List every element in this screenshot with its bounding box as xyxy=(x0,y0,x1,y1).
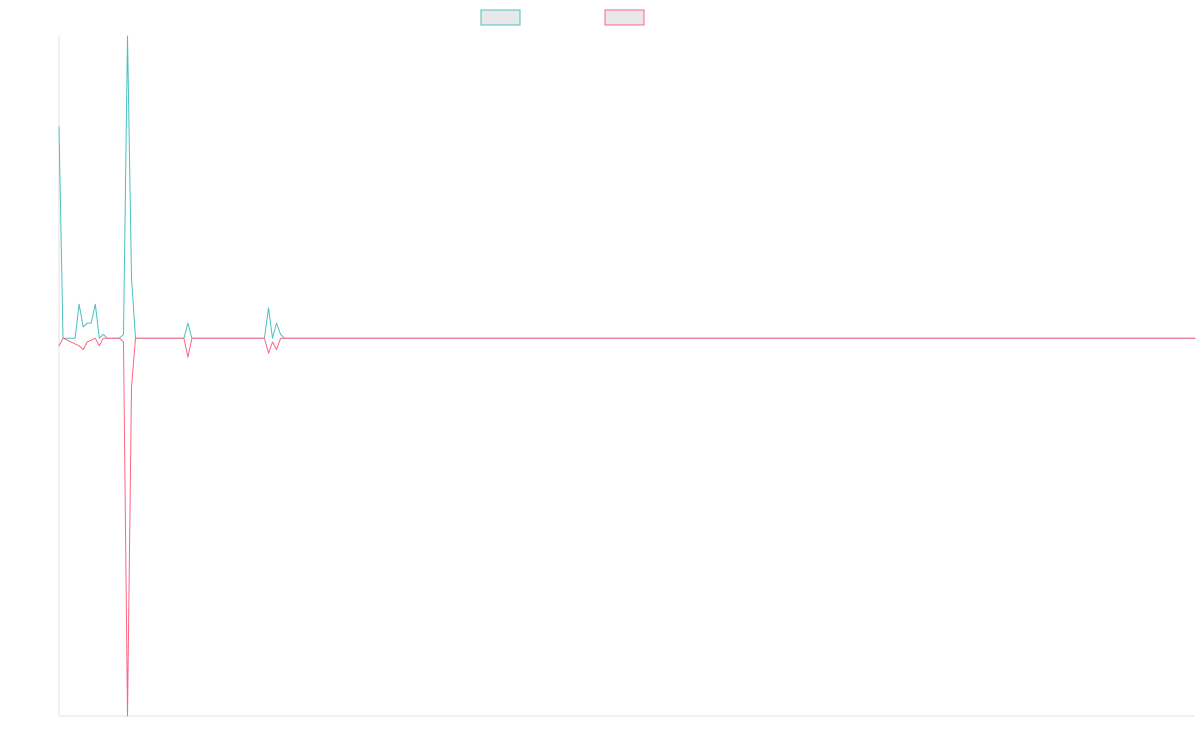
legend-swatch-1[interactable] xyxy=(480,9,521,26)
legend-item-2[interactable] xyxy=(604,9,645,26)
series-line-1 xyxy=(58,35,1196,339)
legend-item-1[interactable] xyxy=(480,9,521,26)
legend-swatch-2[interactable] xyxy=(604,9,645,26)
series-layer xyxy=(58,35,1196,717)
legend[interactable] xyxy=(480,9,645,26)
series-line-2 xyxy=(58,337,1196,717)
